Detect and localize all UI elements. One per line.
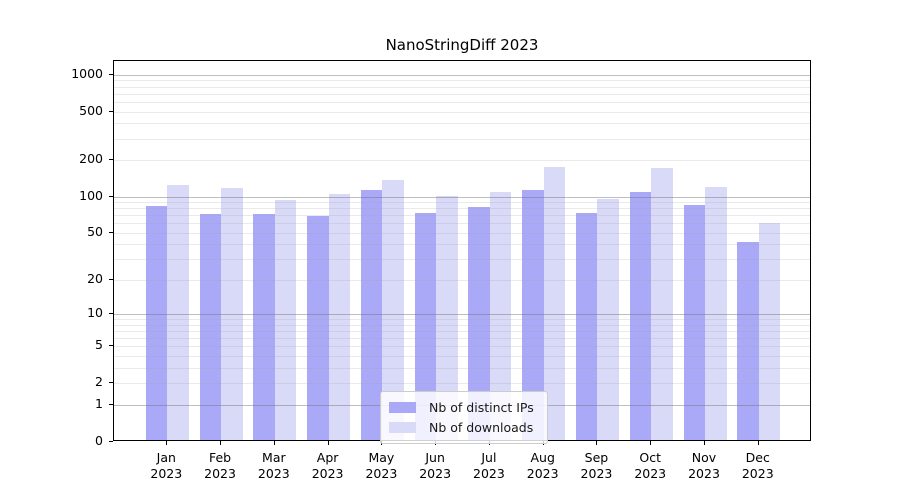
x-tick-dec — [757, 441, 759, 445]
bar-jan-ips — [145, 205, 168, 440]
bar-nov-downloads — [705, 186, 727, 440]
bars-layer — [114, 61, 810, 440]
bar-dec-downloads — [758, 223, 781, 440]
y-tick-2 — [109, 382, 113, 384]
y-tick-label-500: 500 — [79, 102, 103, 118]
bar-mar-downloads — [274, 199, 297, 440]
bar-may-ips — [360, 190, 383, 440]
legend-swatch-downloads — [389, 421, 416, 433]
bar-feb-ips — [199, 213, 222, 440]
x-tick-label-mar: Mar 2023 — [257, 450, 290, 481]
legend-swatch-distinct-ips — [389, 401, 416, 413]
bar-dec-ips — [737, 241, 759, 440]
bar-aug-downloads — [543, 166, 566, 440]
y-tick-label-1: 1 — [95, 395, 103, 411]
y-tick-500 — [109, 110, 113, 112]
y-tick-1 — [109, 403, 113, 405]
x-tick-oct — [650, 441, 652, 445]
x-tick-label-oct: Oct 2023 — [634, 450, 667, 481]
y-tick-1000 — [109, 73, 113, 75]
x-tick-nov — [704, 441, 705, 445]
bar-may-downloads — [382, 180, 404, 440]
x-tick-label-nov: Nov 2023 — [688, 450, 720, 481]
bar-mar-ips — [253, 213, 275, 440]
y-tick-label-0: 0 — [95, 432, 103, 448]
bar-jun-downloads — [436, 195, 458, 440]
y-tick-5 — [109, 345, 113, 347]
bar-jan-downloads — [167, 184, 189, 440]
x-tick-mar — [273, 441, 275, 445]
y-tick-label-2: 2 — [95, 374, 103, 390]
bar-sep-downloads — [597, 199, 619, 440]
legend-item-distinct-ips: Nb of distinct IPs — [389, 397, 539, 417]
y-tick-label-5: 5 — [95, 337, 103, 353]
y-tick-label-1000: 1000 — [71, 65, 103, 81]
x-tick-sep — [596, 441, 598, 445]
legend-label: Nb of distinct IPs — [429, 399, 534, 415]
y-tick-label-20: 20 — [87, 270, 103, 286]
legend-item-downloads: Nb of downloads — [389, 417, 539, 437]
bar-jul-downloads — [489, 192, 512, 440]
x-tick-label-aug: Aug 2023 — [526, 450, 559, 481]
x-tick-label-feb: Feb 2023 — [204, 450, 236, 481]
y-tick-10 — [109, 313, 113, 315]
bar-apr-ips — [307, 216, 329, 440]
x-tick-feb — [220, 441, 222, 445]
y-tick-50 — [109, 231, 113, 233]
x-tick-apr — [327, 441, 329, 445]
bar-oct-downloads — [651, 167, 673, 440]
x-tick-label-sep: Sep 2023 — [580, 450, 613, 481]
bar-nov-ips — [683, 205, 705, 440]
y-tick-100 — [109, 195, 113, 197]
y-tick-0 — [109, 440, 113, 442]
bar-jun-ips — [414, 213, 437, 440]
x-tick-jan — [166, 441, 168, 445]
y-tick-200 — [109, 159, 113, 161]
y-tick-label-100: 100 — [79, 187, 103, 203]
x-tick-label-may: May 2023 — [365, 450, 398, 481]
legend: Nb of distinct IPs Nb of downloads — [380, 391, 548, 444]
plot-area: Nb of distinct IPs Nb of downloads — [113, 60, 811, 444]
y-tick-label-200: 200 — [79, 151, 103, 167]
bar-feb-downloads — [221, 187, 243, 440]
y-tick-label-50: 50 — [87, 223, 103, 239]
bar-apr-downloads — [328, 194, 351, 440]
chart-title: NanoStringDiff 2023 — [385, 36, 539, 54]
x-tick-label-jun: Jun 2023 — [419, 450, 452, 481]
y-tick-20 — [109, 278, 113, 280]
bar-sep-ips — [575, 213, 598, 440]
bar-oct-ips — [629, 192, 652, 440]
x-tick-label-dec: Dec 2023 — [741, 450, 774, 481]
x-tick-label-jul: Jul 2023 — [473, 450, 505, 481]
bar-aug-ips — [522, 190, 544, 440]
legend-label: Nb of downloads — [429, 419, 534, 435]
x-tick-label-apr: Apr 2023 — [311, 450, 344, 481]
bar-jul-ips — [468, 206, 490, 440]
x-tick-label-jan: Jan 2023 — [150, 450, 183, 481]
y-tick-label-10: 10 — [87, 305, 103, 321]
